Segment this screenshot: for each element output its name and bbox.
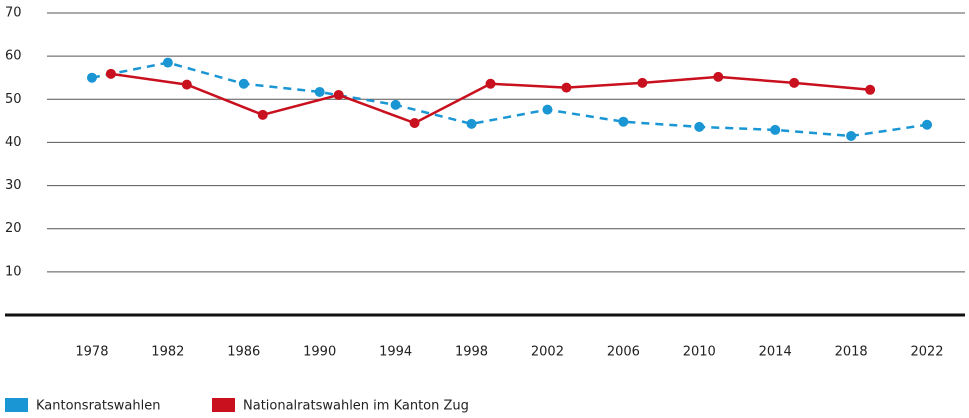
- point: [162, 57, 173, 68]
- point: [846, 130, 857, 141]
- x-tick-label: 1978: [75, 345, 108, 360]
- y-tick-label: 40: [5, 135, 22, 150]
- legend-swatch: [212, 398, 235, 412]
- point: [409, 118, 420, 129]
- point: [390, 99, 401, 110]
- x-tick-label: 1990: [303, 345, 336, 360]
- x-tick-label: 1998: [455, 345, 488, 360]
- y-tick-label: 50: [5, 92, 22, 107]
- point: [542, 104, 553, 115]
- legend-swatch: [5, 398, 28, 412]
- y-tick-label: 30: [5, 178, 22, 193]
- point: [865, 84, 876, 95]
- y-tick-label: 20: [5, 221, 22, 236]
- point: [333, 89, 344, 100]
- point: [922, 119, 933, 130]
- legend-label: Kantonsratswahlen: [36, 399, 160, 414]
- point: [713, 71, 724, 82]
- point: [694, 121, 705, 132]
- point: [466, 118, 477, 129]
- x-tick-label: 2014: [759, 345, 792, 360]
- x-tick-label: 2022: [910, 345, 943, 360]
- y-tick-label: 60: [5, 49, 22, 64]
- point: [257, 109, 268, 120]
- x-tick-label: 2010: [683, 345, 716, 360]
- y-tick-label: 70: [5, 6, 22, 21]
- x-tick-label: 2002: [531, 345, 564, 360]
- x-tick-label: 2018: [835, 345, 868, 360]
- point: [789, 77, 800, 88]
- point: [618, 116, 629, 127]
- point: [485, 78, 496, 89]
- x-tick-label: 1986: [227, 345, 260, 360]
- point: [637, 77, 648, 88]
- point: [561, 82, 572, 93]
- y-tick-label: 10: [5, 264, 22, 279]
- point: [770, 124, 781, 135]
- x-tick-label: 1994: [379, 345, 412, 360]
- series-line: [91, 61, 928, 138]
- point: [314, 86, 325, 97]
- point: [105, 68, 116, 79]
- point: [86, 72, 97, 83]
- legend-label: Nationalratswahlen im Kanton Zug: [243, 399, 469, 414]
- x-tick-label: 1982: [151, 345, 184, 360]
- point: [181, 79, 192, 90]
- point: [238, 78, 249, 89]
- x-tick-label: 2006: [607, 345, 640, 360]
